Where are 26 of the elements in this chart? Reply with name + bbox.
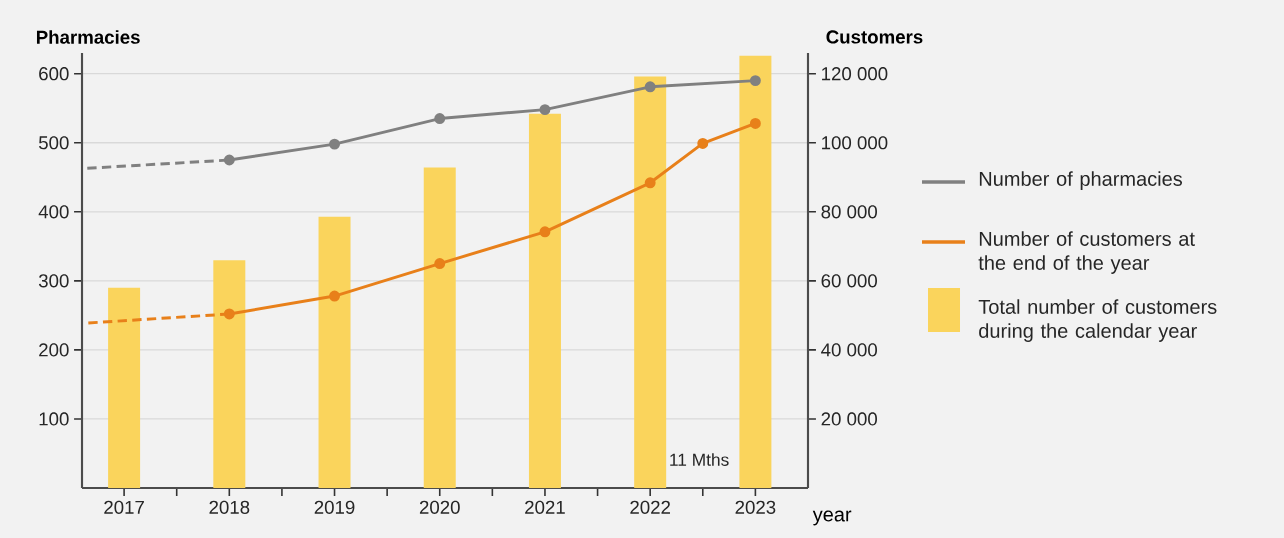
y-tick-label: 300 [38, 274, 69, 288]
x-tick-label: 2019 [314, 500, 355, 514]
x-tick-label: 2017 [104, 500, 144, 514]
x-tick-label: 2021 [525, 500, 565, 514]
legend-label: Total number of customers during the calendar year [978, 299, 1217, 342]
y-tick-label: 100 [39, 412, 69, 426]
y2-tick-label: 20 000 [821, 412, 877, 426]
x-axis-title: year [812, 510, 852, 526]
y2-tick-label: 100 000 [822, 136, 888, 150]
y-tick-label: 600 [39, 67, 69, 81]
y2-tick-label: 80 000 [821, 205, 877, 219]
y2-tick-label: 60 000 [821, 274, 877, 288]
y2-tick-label: 40 000 [821, 343, 877, 357]
y-tick-label: 200 [39, 343, 69, 357]
x-tick-label: 2022 [630, 500, 670, 514]
legend-label: Number of pharmacies [979, 171, 1183, 190]
y2-axis-title: Customers [826, 30, 923, 44]
x-tick-label: 2020 [419, 500, 460, 514]
y2-tick-label: 120 000 [822, 67, 888, 81]
y-axis-title: Pharmacies [36, 30, 140, 44]
y-tick-label: 500 [38, 136, 69, 150]
annotation: 11 Mths [670, 453, 729, 466]
y-tick-label: 400 [38, 205, 69, 219]
legend-label: Number of customers at the end of the year [978, 231, 1195, 274]
x-tick-label: 2018 [209, 500, 250, 514]
x-tick-label: 2023 [735, 500, 776, 514]
